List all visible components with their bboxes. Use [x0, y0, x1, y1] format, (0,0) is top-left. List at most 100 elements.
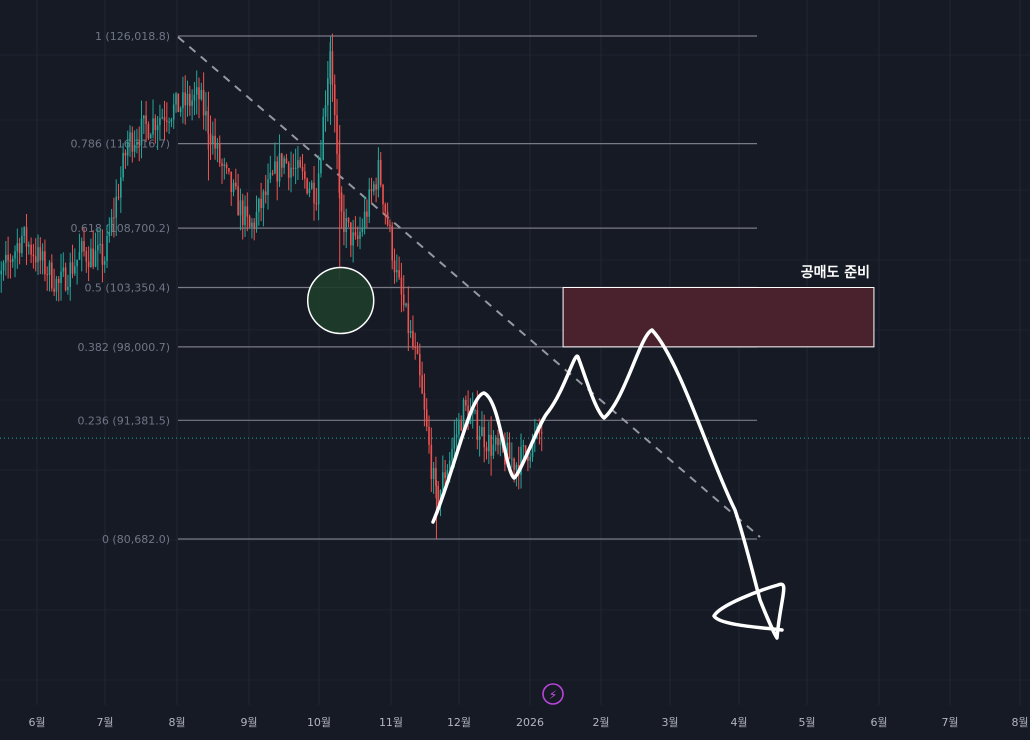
candle-body	[198, 87, 200, 100]
candle-body	[80, 241, 83, 253]
candle-body	[292, 167, 295, 169]
candle-body	[490, 434, 492, 456]
candle-body	[7, 254, 9, 261]
candle-body	[41, 251, 44, 261]
x-tick-label: 7월	[96, 716, 113, 729]
candle-body	[30, 244, 32, 255]
x-tick-label: 5월	[798, 716, 815, 729]
candle-body	[455, 434, 458, 438]
drawings[interactable]	[306, 266, 786, 640]
candle-body	[327, 78, 329, 106]
candle-body	[131, 132, 134, 152]
candle-body	[216, 143, 219, 149]
projection-path[interactable]	[431, 328, 786, 640]
candle-body	[494, 438, 497, 445]
candle-body	[465, 399, 467, 406]
candle-body	[51, 262, 53, 289]
candle-body	[106, 235, 108, 262]
trend-line[interactable]	[177, 36, 761, 538]
candle-body	[97, 245, 99, 251]
candle-body	[39, 247, 42, 261]
candle-body	[423, 393, 426, 410]
candle-body	[248, 216, 251, 227]
candle-body	[347, 218, 350, 223]
candle-body	[64, 267, 67, 291]
candle-body	[469, 413, 472, 424]
candle-body	[159, 118, 161, 126]
short-zone-layer[interactable]	[562, 287, 875, 348]
candle-body	[189, 93, 191, 106]
candle-body	[16, 243, 19, 252]
candle-body	[218, 143, 221, 164]
candle-body	[99, 243, 101, 246]
candle-body	[221, 163, 223, 166]
candle-body	[317, 173, 320, 205]
candle-body	[313, 182, 315, 204]
x-tick-label: 3월	[661, 716, 678, 729]
highlight-circle[interactable]	[306, 266, 375, 335]
candle-body	[230, 171, 233, 193]
candle-body	[278, 153, 281, 182]
candle-body	[246, 206, 249, 217]
candle-body	[202, 89, 205, 116]
candle-body	[110, 217, 113, 233]
candle-body	[46, 274, 49, 276]
candle-body	[281, 153, 283, 168]
candle-body	[184, 92, 187, 106]
candle-body	[425, 409, 428, 427]
candle-body	[126, 141, 129, 156]
candle-body	[432, 468, 435, 480]
candle-body	[391, 226, 394, 261]
candle-body	[138, 141, 141, 145]
candle-body	[297, 160, 299, 168]
fib-label: 0.786 (116,316.7)	[70, 138, 170, 151]
candle-body	[513, 458, 515, 470]
candle-body	[444, 472, 446, 479]
candle-body	[375, 184, 377, 190]
candle-body	[69, 262, 72, 288]
candle-body	[225, 164, 228, 169]
candle-body	[446, 469, 449, 479]
short-zone-box[interactable]	[562, 287, 875, 348]
candle-body	[78, 252, 81, 260]
candle-body	[276, 161, 279, 182]
candle-body	[2, 262, 5, 271]
candle-body	[152, 118, 154, 135]
candle-body	[223, 164, 226, 166]
candle-body	[419, 353, 421, 376]
candle-body	[264, 191, 267, 195]
candle-body	[48, 262, 51, 276]
candle-body	[103, 261, 106, 265]
candle-body	[324, 105, 327, 117]
candle-body	[524, 445, 527, 454]
candle-body	[435, 468, 437, 486]
replay-button[interactable]: ⚡	[542, 683, 564, 705]
candle-body	[396, 270, 398, 273]
candle-body	[520, 446, 522, 475]
candle-body	[182, 92, 184, 109]
candle-body	[239, 200, 242, 216]
fib-label: 0.5 (103,350.4)	[84, 282, 170, 295]
candle-body	[60, 271, 62, 284]
candle-body	[177, 93, 180, 113]
candle-body	[405, 303, 407, 306]
axis-background	[0, 705, 1030, 740]
candle-body	[11, 258, 14, 262]
fib-label: 0.382 (98,000.7)	[77, 341, 170, 354]
candle-body	[322, 116, 325, 160]
candle-body	[310, 182, 313, 189]
candle-body	[398, 270, 400, 278]
candle-body	[370, 189, 373, 192]
candle-body	[90, 248, 92, 268]
candle-body	[379, 160, 382, 185]
fib-label: 0 (80,682.0)	[102, 533, 170, 546]
candle-body	[393, 260, 396, 273]
candle-body	[101, 243, 104, 265]
candle-body	[113, 217, 115, 219]
candle-body	[74, 266, 76, 274]
candle-body	[154, 118, 157, 131]
candle-body	[237, 186, 239, 216]
